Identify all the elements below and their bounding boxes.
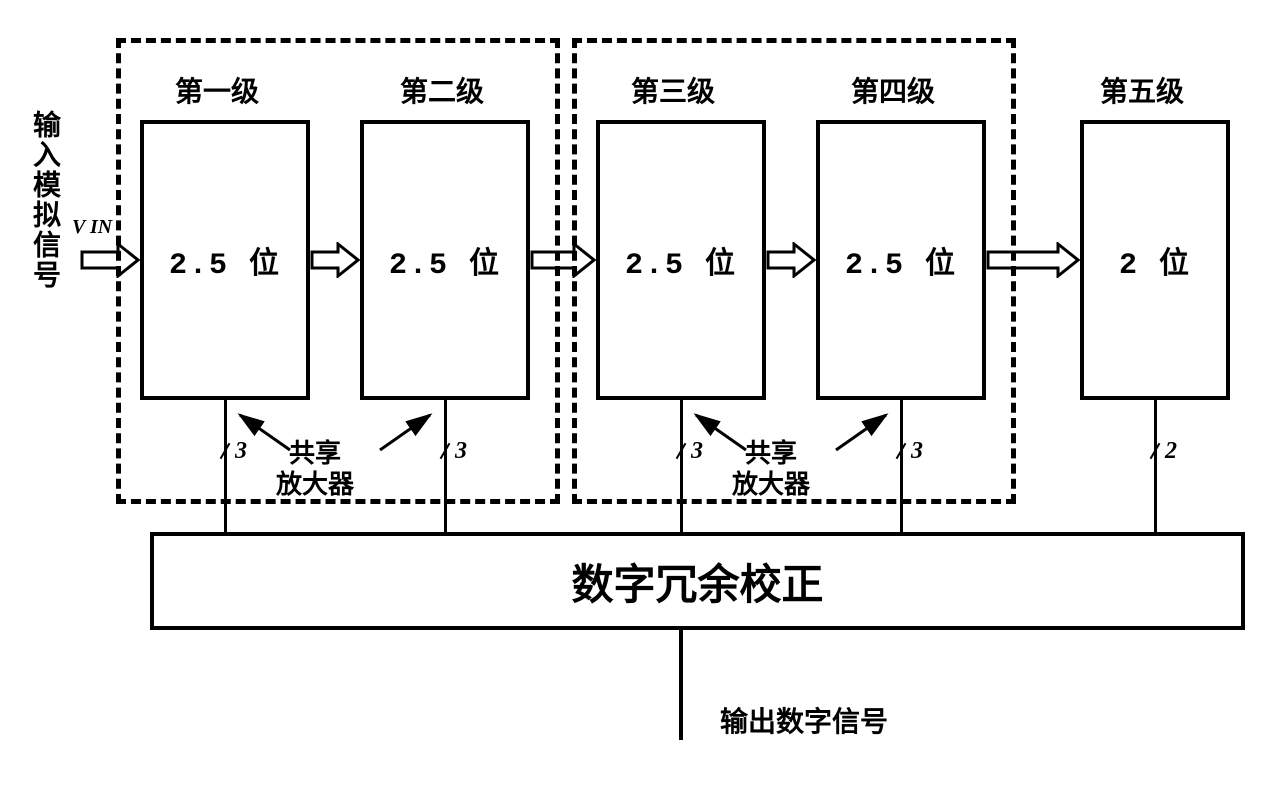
output-label: 输出数字信号 [720, 700, 888, 740]
bus-line-2 [444, 400, 447, 532]
bus-line-3 [680, 400, 683, 532]
correction-box: 数字冗余校正 [150, 532, 1245, 630]
bus-bits-2: 3 [455, 438, 467, 465]
bus-line-1 [224, 400, 227, 532]
amp-arrows [20, 20, 1282, 779]
output-line [679, 630, 683, 740]
bus-bits-5: 2 [1165, 438, 1177, 465]
bus-line-4 [900, 400, 903, 532]
pipeline-adc-diagram: 输入模拟信号 V IN 第一级 第二级 第三级 第四级 第五级 2.5 位 2.… [20, 20, 1282, 779]
bus-bits-3: 3 [691, 438, 703, 465]
bus-bits-4: 3 [911, 438, 923, 465]
bus-bits-1: 3 [235, 438, 247, 465]
bus-line-5 [1154, 400, 1157, 532]
